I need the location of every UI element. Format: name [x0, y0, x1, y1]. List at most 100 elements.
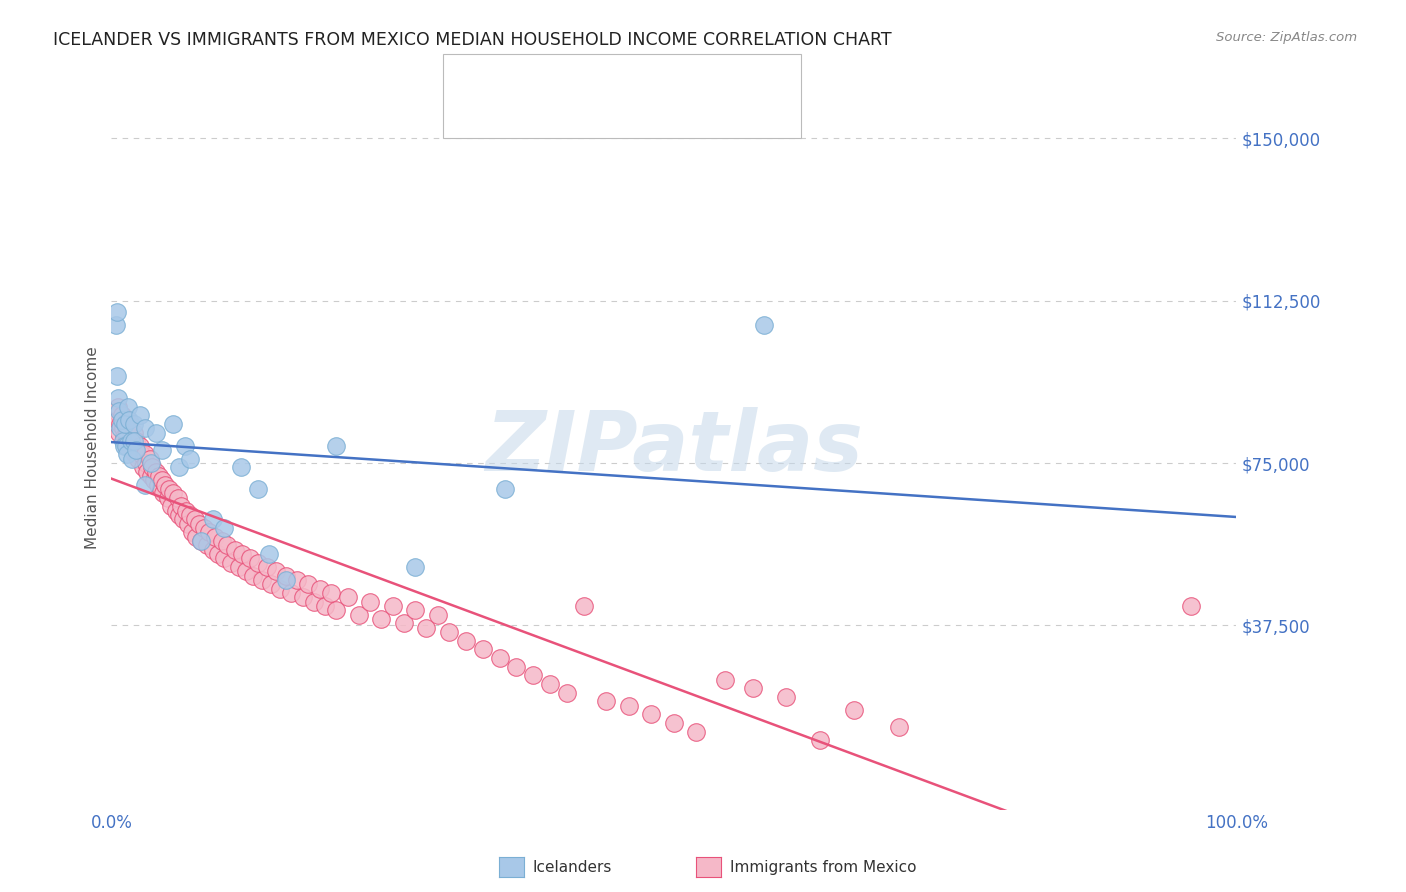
Point: [201, 542, 224, 557]
Point: [134, 421, 156, 435]
Point: [115, 434, 138, 449]
Point: [219, 556, 242, 570]
Point: [242, 568, 264, 582]
Point: [167, 508, 190, 522]
Point: [297, 577, 319, 591]
Point: [347, 607, 370, 622]
Point: [198, 525, 221, 540]
Point: [392, 616, 415, 631]
Point: [1180, 599, 1202, 613]
Point: [156, 491, 179, 505]
Point: [122, 434, 145, 449]
Point: [111, 421, 134, 435]
Point: [117, 413, 139, 427]
Point: [190, 534, 212, 549]
Point: [181, 525, 204, 540]
Point: [122, 425, 145, 440]
Point: [105, 304, 128, 318]
Point: [115, 439, 138, 453]
Point: [325, 603, 347, 617]
Point: [111, 434, 134, 449]
Point: [162, 417, 184, 431]
Point: [115, 425, 138, 440]
Point: [212, 521, 235, 535]
Point: [256, 560, 278, 574]
Point: [110, 409, 132, 423]
Point: [269, 582, 291, 596]
Point: [104, 318, 127, 332]
Text: Source: ZipAtlas.com: Source: ZipAtlas.com: [1216, 31, 1357, 45]
Point: [112, 439, 135, 453]
Point: [138, 451, 160, 466]
Point: [139, 456, 162, 470]
Text: N = 40: N = 40: [593, 72, 651, 90]
Point: [135, 456, 157, 470]
Point: [118, 413, 141, 427]
Point: [121, 434, 143, 449]
Point: [212, 551, 235, 566]
Point: [149, 482, 172, 496]
Text: Immigrants from Mexico: Immigrants from Mexico: [730, 860, 917, 874]
Point: [104, 404, 127, 418]
Point: [121, 443, 143, 458]
Point: [291, 591, 314, 605]
Point: [662, 715, 685, 730]
Point: [179, 508, 201, 522]
Text: N = 118: N = 118: [600, 103, 669, 121]
Point: [110, 421, 132, 435]
Point: [107, 400, 129, 414]
Point: [454, 633, 477, 648]
Point: [112, 430, 135, 444]
Point: [426, 607, 449, 622]
Point: [141, 460, 163, 475]
Point: [118, 421, 141, 435]
Point: [217, 538, 239, 552]
Point: [188, 516, 211, 531]
Point: [177, 516, 200, 531]
Point: [165, 504, 187, 518]
Point: [166, 491, 188, 505]
Point: [179, 451, 201, 466]
Point: [108, 404, 131, 418]
Point: [114, 417, 136, 431]
Point: [246, 482, 269, 496]
Point: [129, 447, 152, 461]
Point: [139, 469, 162, 483]
Point: [229, 460, 252, 475]
Point: [134, 477, 156, 491]
Point: [274, 568, 297, 582]
Point: [124, 447, 146, 461]
Point: [235, 565, 257, 579]
Point: [522, 668, 544, 682]
Text: R =: R =: [502, 72, 538, 90]
Point: [125, 434, 148, 449]
Point: [170, 500, 193, 514]
Point: [437, 625, 460, 640]
Point: [105, 369, 128, 384]
Point: [110, 413, 132, 427]
Point: [127, 451, 149, 466]
Point: [685, 724, 707, 739]
Point: [128, 439, 150, 453]
Point: [325, 439, 347, 453]
Point: [808, 733, 831, 747]
Text: ICELANDER VS IMMIGRANTS FROM MEXICO MEDIAN HOUSEHOLD INCOME CORRELATION CHART: ICELANDER VS IMMIGRANTS FROM MEXICO MEDI…: [53, 31, 891, 49]
Point: [505, 659, 527, 673]
Point: [183, 512, 205, 526]
Point: [155, 477, 177, 491]
Point: [150, 443, 173, 458]
Point: [173, 439, 195, 453]
Point: [193, 521, 215, 535]
Point: [415, 621, 437, 635]
Point: [538, 677, 561, 691]
Point: [752, 318, 775, 332]
Point: [231, 547, 253, 561]
Point: [842, 703, 865, 717]
Point: [115, 447, 138, 461]
Point: [167, 460, 190, 475]
Point: [595, 694, 617, 708]
Y-axis label: Median Household Income: Median Household Income: [86, 347, 100, 549]
Point: [207, 547, 229, 561]
Point: [105, 413, 128, 427]
Point: [336, 591, 359, 605]
